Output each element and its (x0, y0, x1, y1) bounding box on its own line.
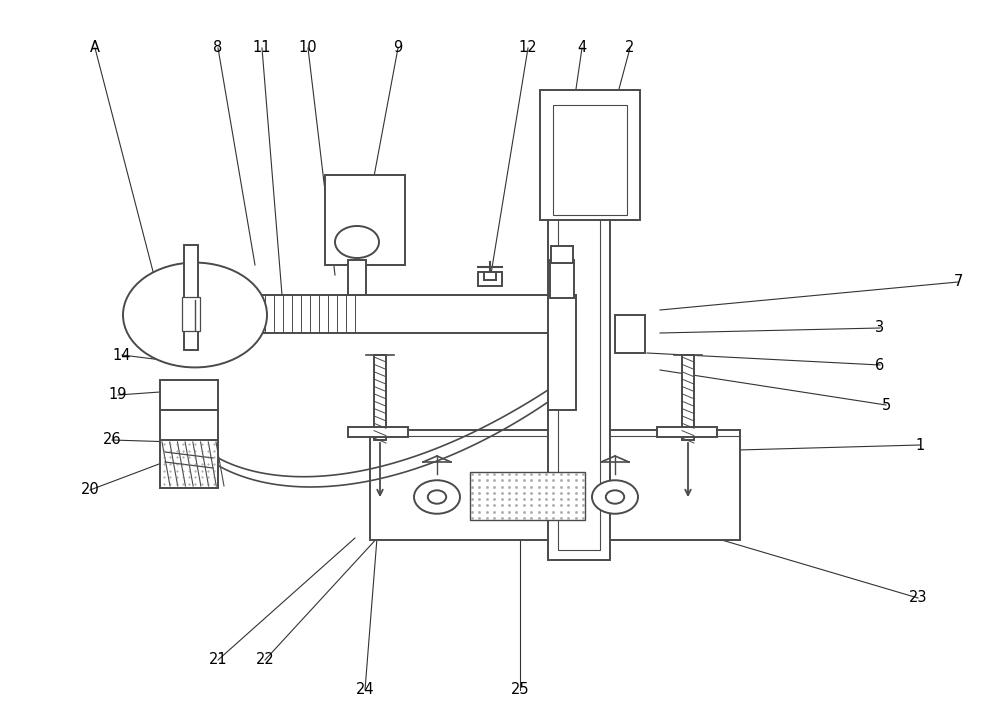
Text: 6: 6 (875, 357, 885, 373)
Bar (484, 272, 496, 280)
Bar (657, 427, 717, 437)
Circle shape (123, 263, 267, 368)
Text: 25: 25 (511, 683, 529, 697)
Bar (548, 130, 610, 560)
Circle shape (414, 480, 460, 514)
Bar (160, 440, 218, 488)
Bar (325, 175, 405, 265)
Text: 3: 3 (875, 320, 885, 336)
Bar (550, 260, 574, 298)
Text: 7: 7 (953, 274, 963, 290)
Text: 9: 9 (393, 41, 403, 55)
Bar (184, 245, 198, 350)
Circle shape (428, 490, 446, 504)
Bar (615, 315, 645, 353)
Text: 24: 24 (356, 683, 374, 697)
Text: 23: 23 (909, 590, 927, 606)
Bar (145, 295, 560, 333)
Text: 4: 4 (577, 41, 587, 55)
Text: 12: 12 (519, 41, 537, 55)
Text: 5: 5 (881, 397, 891, 413)
Bar (548, 295, 576, 410)
Bar (348, 427, 408, 437)
Text: 21: 21 (209, 652, 227, 668)
Bar (553, 105, 627, 215)
Text: 10: 10 (299, 41, 317, 55)
Text: 1: 1 (915, 438, 925, 453)
Bar (551, 246, 573, 263)
Bar (348, 260, 366, 295)
Circle shape (335, 226, 379, 258)
Text: 2: 2 (625, 41, 635, 55)
Text: A: A (90, 41, 100, 55)
Bar (682, 355, 694, 440)
Bar (182, 297, 200, 331)
Circle shape (592, 480, 638, 514)
Text: 19: 19 (109, 387, 127, 403)
Text: 26: 26 (103, 432, 121, 448)
Text: 20: 20 (81, 483, 99, 497)
Bar (370, 430, 740, 540)
Circle shape (606, 490, 624, 504)
Text: 22: 22 (256, 652, 274, 668)
Bar (160, 380, 218, 410)
Text: 11: 11 (253, 41, 271, 55)
Bar (470, 472, 585, 520)
Bar (478, 272, 502, 286)
Bar (540, 90, 640, 220)
Text: 14: 14 (113, 347, 131, 363)
Bar (558, 140, 600, 550)
Bar (160, 410, 218, 442)
Bar (374, 355, 386, 440)
Text: 8: 8 (213, 41, 223, 55)
